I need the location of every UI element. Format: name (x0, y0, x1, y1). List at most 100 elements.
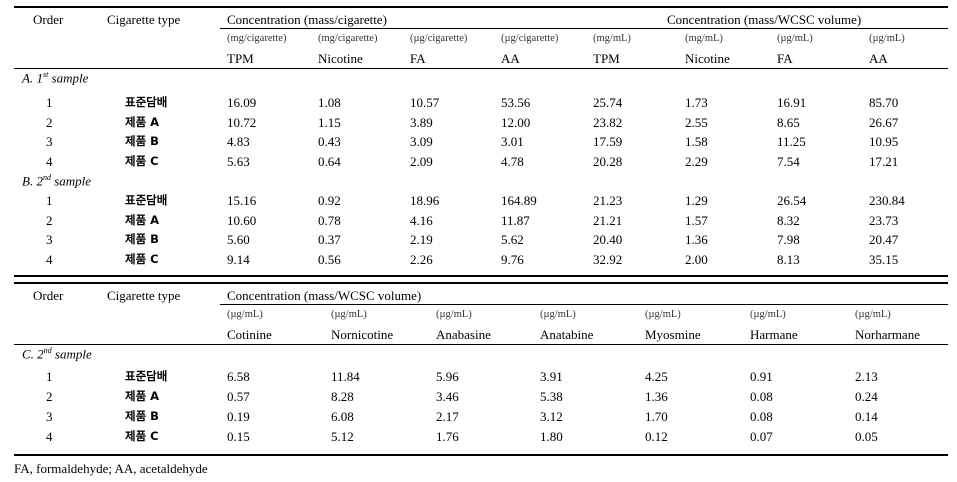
value-cell: 11.84 (331, 369, 360, 384)
table2-header-rule (14, 344, 948, 345)
cigarette-type-cell: 표준담배 (125, 369, 168, 383)
order-cell: 4 (46, 252, 53, 267)
value-cell: 0.56 (318, 252, 341, 267)
table1-top-rule (14, 6, 948, 8)
value-cell: 5.96 (436, 369, 459, 384)
value-cell: 23.73 (869, 213, 899, 228)
variable-header: TPM (593, 51, 620, 66)
value-cell: 1.57 (685, 213, 708, 228)
value-cell: 26.54 (777, 193, 807, 208)
table2-bottom-rule (14, 454, 948, 456)
variable-header: Cotinine (227, 327, 272, 342)
value-cell: 4.78 (501, 154, 524, 169)
cigarette-type-cell: 제품 B (125, 134, 159, 148)
unit-label: (µg/mL) (750, 309, 786, 320)
value-cell: 20.28 (593, 154, 623, 169)
variable-header: Myosmine (645, 327, 701, 342)
value-cell: 5.12 (331, 429, 354, 444)
cigarette-type-cell: 제품 A (125, 115, 160, 129)
cigarette-type-cell: 제품 B (125, 232, 159, 246)
value-cell: 9.14 (227, 252, 250, 267)
value-cell: 3.12 (540, 409, 563, 424)
value-cell: 1.76 (436, 429, 459, 444)
value-cell: 26.67 (869, 115, 899, 130)
variable-header: AA (869, 51, 888, 66)
value-cell: 2.55 (685, 115, 708, 130)
unit-label: (µg/mL) (855, 309, 891, 320)
cigarette-type-header: Cigarette type (107, 12, 181, 27)
value-cell: 0.07 (750, 429, 773, 444)
value-cell: 17.59 (593, 134, 623, 149)
section-label: A. 1st sample (22, 71, 88, 85)
value-cell: 17.21 (869, 154, 899, 169)
value-cell: 0.64 (318, 154, 341, 169)
group-header-per-volume: Concentration (mass/WCSC volume) (667, 12, 862, 27)
value-cell: 23.82 (593, 115, 623, 130)
value-cell: 5.62 (501, 232, 524, 247)
order-cell: 2 (46, 213, 53, 228)
unit-label: (µg/mL) (540, 309, 576, 320)
value-cell: 0.19 (227, 409, 250, 424)
value-cell: 35.15 (869, 252, 899, 267)
variable-header: Nicotine (318, 51, 363, 66)
unit-label: (mg/cigarette) (227, 33, 287, 44)
value-cell: 6.08 (331, 409, 354, 424)
value-cell: 21.21 (593, 213, 623, 228)
variable-header: Anatabine (540, 327, 594, 342)
value-cell: 3.09 (410, 134, 433, 149)
value-cell: 6.58 (227, 369, 250, 384)
value-cell: 32.92 (593, 252, 623, 267)
value-cell: 0.43 (318, 134, 341, 149)
value-cell: 10.57 (410, 95, 440, 110)
group-header-underline (220, 28, 948, 29)
value-cell: 0.14 (855, 409, 878, 424)
cigarette-type-cell: 제품 A (125, 389, 160, 403)
unit-label: (µg/mL) (869, 33, 905, 44)
value-cell: 0.12 (645, 429, 668, 444)
value-cell: 85.70 (869, 95, 899, 110)
value-cell: 4.25 (645, 369, 668, 384)
value-cell: 5.60 (227, 232, 250, 247)
value-cell: 10.60 (227, 213, 257, 228)
section-label-suffix: sample (51, 346, 92, 362)
value-cell: 10.72 (227, 115, 257, 130)
value-cell: 1.73 (685, 95, 708, 110)
value-cell: 0.91 (750, 369, 773, 384)
group-header-underline (220, 304, 948, 305)
unit-label: (µg/mL) (777, 33, 813, 44)
value-cell: 1.80 (540, 429, 563, 444)
unit-label: (mg/cigarette) (318, 33, 378, 44)
order-cell: 1 (46, 369, 53, 384)
value-cell: 2.13 (855, 369, 878, 384)
unit-label: (µg/mL) (331, 309, 367, 320)
table1-bottom-rule (14, 275, 948, 277)
value-cell: 2.29 (685, 154, 708, 169)
cigarette-type-cell: 제품 A (125, 213, 160, 227)
footnote: FA, formaldehyde; AA, acetaldehyde (14, 461, 208, 476)
value-cell: 18.96 (410, 193, 440, 208)
value-cell: 0.08 (750, 409, 773, 424)
order-cell: 3 (46, 232, 53, 247)
unit-label: (µg/cigarette) (410, 33, 468, 44)
order-cell: 2 (46, 389, 53, 404)
value-cell: 2.17 (436, 409, 459, 424)
value-cell: 25.74 (593, 95, 623, 110)
table2-top-rule (14, 282, 948, 284)
unit-label: (mg/mL) (593, 33, 631, 44)
value-cell: 16.09 (227, 95, 257, 110)
value-cell: 11.87 (501, 213, 530, 228)
value-cell: 8.65 (777, 115, 800, 130)
value-cell: 164.89 (501, 193, 537, 208)
value-cell: 0.92 (318, 193, 341, 208)
value-cell: 2.19 (410, 232, 433, 247)
value-cell: 1.08 (318, 95, 341, 110)
section-label: B. 2nd sample (22, 173, 92, 189)
order-cell: 3 (46, 134, 53, 149)
variable-header: AA (501, 51, 520, 66)
section-label-suffix: sample (50, 173, 92, 189)
variable-header: Harmane (750, 327, 798, 342)
value-cell: 1.15 (318, 115, 341, 130)
cigarette-type-cell: 제품 C (125, 252, 159, 266)
value-cell: 2.09 (410, 154, 433, 169)
value-cell: 1.36 (645, 389, 668, 404)
